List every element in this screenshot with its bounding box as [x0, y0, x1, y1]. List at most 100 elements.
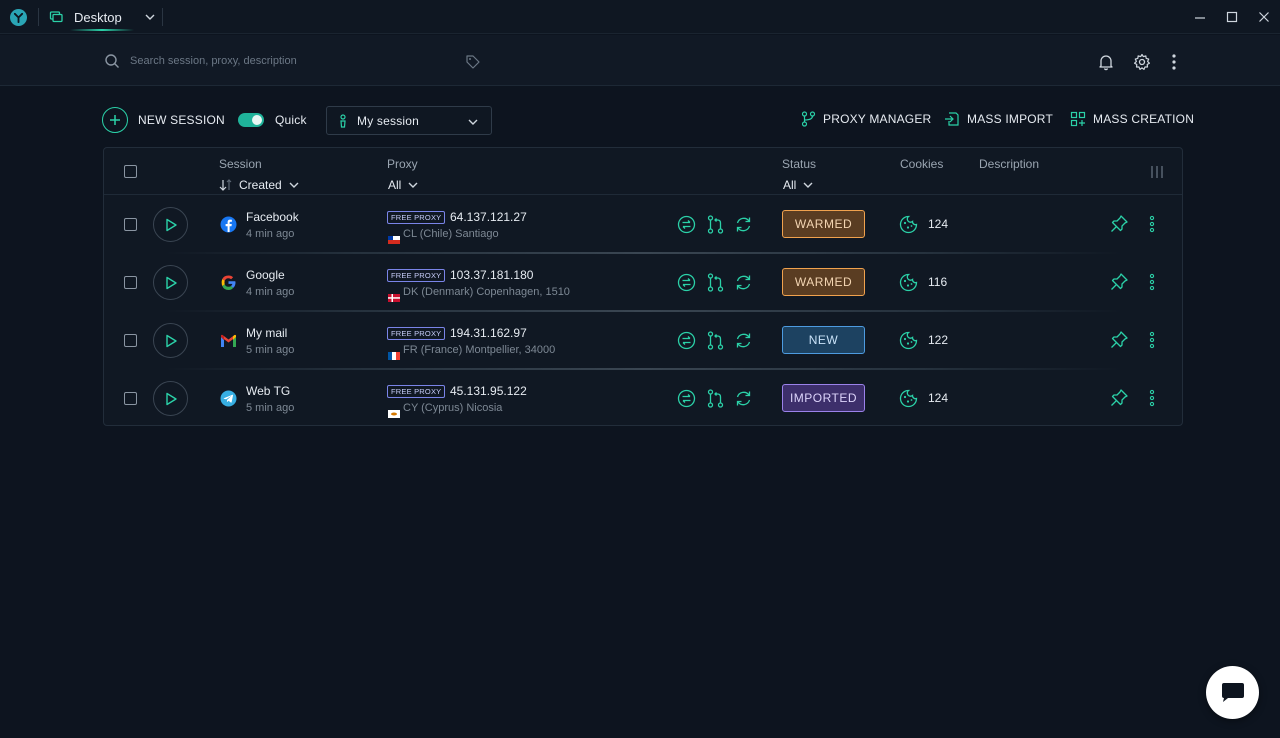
proxy-badge: FREE PROXY — [387, 327, 446, 340]
quick-label: Quick — [275, 113, 307, 127]
mass-creation-label: MASS CREATION — [1093, 112, 1195, 126]
refresh-icon[interactable] — [733, 388, 753, 408]
play-icon — [165, 334, 177, 347]
sort-created[interactable]: Created — [219, 178, 300, 192]
toggle-knob — [252, 115, 262, 125]
proxy-filter-label: All — [388, 178, 402, 192]
pin-icon[interactable] — [1109, 330, 1129, 350]
proxy-ip[interactable]: 194.31.162.97 — [450, 326, 527, 340]
proxy-ip[interactable]: 64.137.121.27 — [450, 210, 527, 224]
sessions-table: Session Created Proxy All Status All Coo… — [103, 147, 1183, 426]
gear-icon[interactable] — [1132, 52, 1152, 72]
table-row[interactable]: Google 4 min ago FREE PROXY 103.37.181.1… — [104, 254, 1182, 312]
session-select-value: My session — [357, 113, 420, 128]
status-badge[interactable]: NEW — [782, 326, 865, 354]
table-row[interactable]: Web TG 5 min ago FREE PROXY 45.131.95.12… — [104, 370, 1182, 428]
select-all-checkbox[interactable] — [124, 165, 137, 178]
session-name[interactable]: Google — [246, 268, 285, 282]
proxy-route-icon[interactable] — [705, 272, 725, 292]
row-checkbox[interactable] — [124, 334, 137, 347]
session-time: 4 min ago — [246, 228, 295, 240]
header-bar — [0, 35, 1280, 86]
proxy-route-icon[interactable] — [705, 214, 725, 234]
swap-proxy-icon[interactable] — [676, 214, 696, 234]
columns-icon[interactable] — [1150, 165, 1164, 179]
new-session-label: NEW SESSION — [138, 113, 225, 127]
refresh-icon[interactable] — [733, 214, 753, 234]
flag-icon — [388, 290, 400, 302]
table-row[interactable]: Facebook 4 min ago FREE PROXY 64.137.121… — [104, 196, 1182, 254]
proxy-location: DK (Denmark) Copenhagen, 1510 — [403, 286, 570, 298]
row-checkbox[interactable] — [124, 218, 137, 231]
mass-creation-button[interactable]: MASS CREATION — [1070, 111, 1194, 127]
proxy-filter[interactable]: All — [388, 178, 419, 192]
play-icon — [165, 218, 177, 231]
proxy-route-icon[interactable] — [705, 330, 725, 350]
minimize-icon[interactable] — [1192, 9, 1208, 25]
table-row[interactable]: My mail 5 min ago FREE PROXY 194.31.162.… — [104, 312, 1182, 370]
close-icon[interactable] — [1256, 9, 1272, 25]
row-menu-icon[interactable] — [1149, 388, 1155, 408]
bell-icon[interactable] — [1096, 52, 1116, 72]
row-menu-icon[interactable] — [1149, 272, 1155, 292]
chat-button[interactable] — [1206, 666, 1259, 719]
telegram-icon — [220, 390, 237, 407]
status-badge[interactable]: IMPORTED — [782, 384, 865, 412]
refresh-icon[interactable] — [733, 272, 753, 292]
divider — [162, 8, 163, 26]
proxy-route-icon[interactable] — [705, 388, 725, 408]
proxy-manager-button[interactable]: PROXY MANAGER — [801, 111, 931, 127]
quick-toggle[interactable] — [238, 113, 264, 127]
flag-icon — [388, 406, 400, 418]
pin-icon[interactable] — [1109, 388, 1129, 408]
swap-proxy-icon[interactable] — [676, 272, 696, 292]
row-menu-icon[interactable] — [1149, 214, 1155, 234]
session-name[interactable]: My mail — [246, 326, 288, 340]
swap-proxy-icon[interactable] — [676, 330, 696, 350]
session-time: 5 min ago — [246, 344, 295, 356]
import-icon — [945, 112, 959, 126]
play-button[interactable] — [153, 265, 188, 300]
refresh-icon[interactable] — [733, 330, 753, 350]
col-session: Session — [219, 157, 262, 171]
row-checkbox[interactable] — [124, 276, 137, 289]
swap-proxy-icon[interactable] — [676, 388, 696, 408]
proxy-location: CY (Cyprus) Nicosia — [403, 402, 503, 414]
search-input[interactable] — [130, 50, 460, 72]
new-session-button[interactable]: NEW SESSION — [102, 107, 225, 133]
play-icon — [165, 276, 177, 289]
play-button[interactable] — [153, 381, 188, 416]
pin-icon[interactable] — [1109, 272, 1129, 292]
cookie-count: 124 — [928, 391, 949, 405]
divider — [38, 8, 39, 26]
workspace-selector[interactable]: Desktop — [48, 6, 156, 28]
mass-import-label: MASS IMPORT — [967, 112, 1053, 126]
proxy-badge: FREE PROXY — [387, 269, 446, 282]
status-filter[interactable]: All — [783, 178, 814, 192]
col-description: Description — [979, 157, 1040, 171]
title-bar: Desktop — [0, 0, 1280, 34]
tag-icon[interactable] — [465, 54, 481, 70]
row-checkbox[interactable] — [124, 392, 137, 405]
chevron-down-icon — [289, 182, 299, 188]
proxy-badge: FREE PROXY — [387, 385, 446, 398]
grid-plus-icon — [1070, 111, 1086, 127]
session-select[interactable]: My session — [326, 106, 492, 135]
proxy-ip[interactable]: 103.37.181.180 — [450, 268, 534, 282]
status-badge[interactable]: WARMED — [782, 210, 865, 238]
session-name[interactable]: Web TG — [246, 384, 291, 398]
session-name[interactable]: Facebook — [246, 210, 299, 224]
row-menu-icon[interactable] — [1149, 330, 1155, 350]
mass-import-button[interactable]: MASS IMPORT — [944, 111, 1053, 127]
proxy-ip[interactable]: 45.131.95.122 — [450, 384, 527, 398]
proxy-location: CL (Chile) Santiago — [403, 228, 499, 240]
cookie-count: 116 — [928, 275, 948, 289]
play-button[interactable] — [153, 323, 188, 358]
toolbar: NEW SESSION Quick My session PROXY MANAG… — [0, 100, 1280, 140]
chevron-down-icon — [803, 182, 813, 188]
play-button[interactable] — [153, 207, 188, 242]
kebab-menu-icon[interactable] — [1164, 52, 1184, 72]
pin-icon[interactable] — [1109, 214, 1129, 234]
maximize-icon[interactable] — [1224, 9, 1240, 25]
status-badge[interactable]: WARMED — [782, 268, 865, 296]
